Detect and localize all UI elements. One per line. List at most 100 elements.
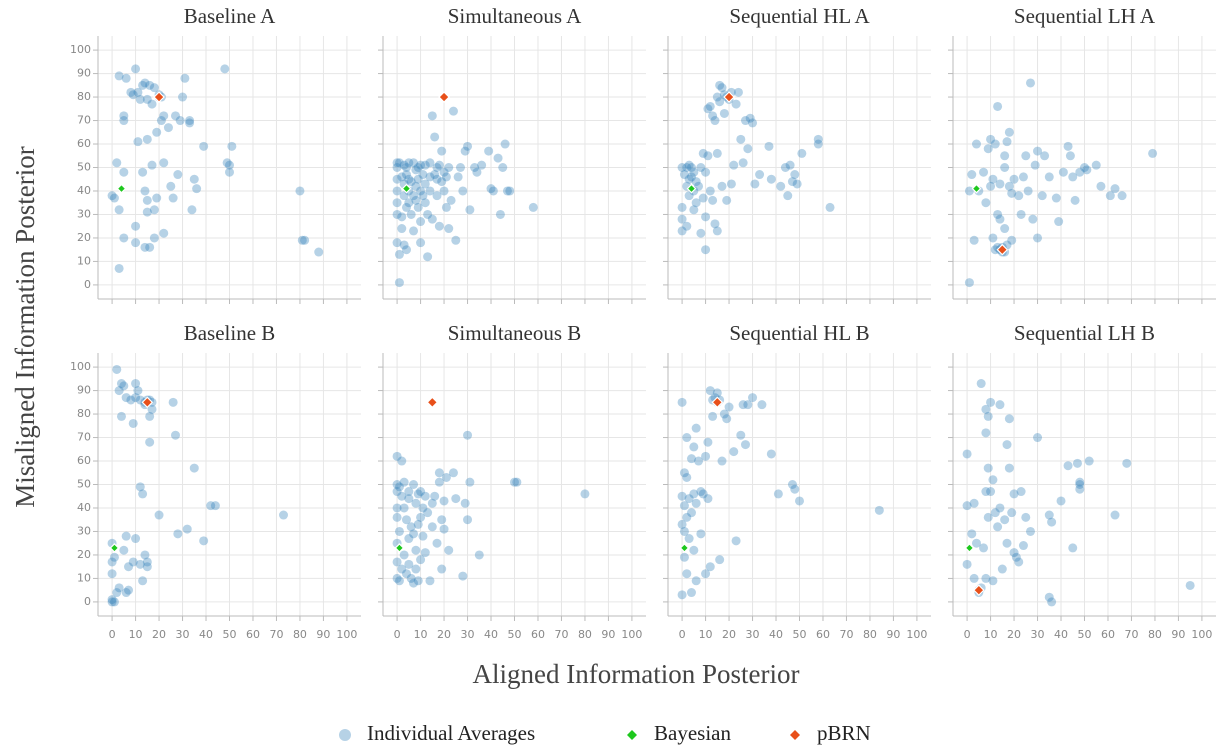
individual-point — [785, 160, 795, 170]
individual-point — [500, 139, 510, 149]
individual-point — [790, 170, 800, 180]
individual-point — [406, 522, 416, 532]
individual-point — [729, 447, 739, 457]
individual-point — [1096, 181, 1106, 191]
individual-point — [416, 555, 426, 565]
individual-point — [392, 238, 402, 248]
individual-point — [392, 198, 402, 208]
individual-point — [990, 245, 1000, 255]
x-tick-label: 20 — [722, 628, 736, 641]
x-tick-label: 20 — [437, 628, 451, 641]
individual-point — [416, 487, 426, 497]
individual-point — [149, 205, 159, 215]
individual-point — [722, 195, 732, 205]
model-point — [109, 543, 120, 553]
individual-point — [423, 508, 433, 518]
y-tick-label: 40 — [77, 501, 91, 514]
individual-point — [986, 397, 996, 407]
individual-point — [394, 526, 404, 536]
individual-point — [397, 212, 407, 222]
individual-point — [399, 240, 409, 250]
individual-point — [135, 482, 145, 492]
individual-point — [1007, 235, 1017, 245]
individual-point — [121, 393, 131, 403]
individual-point — [404, 534, 414, 544]
individual-point — [1033, 433, 1043, 443]
individual-point — [128, 418, 138, 428]
individual-point — [401, 163, 411, 172]
individual-point — [406, 573, 416, 583]
individual-point — [430, 491, 440, 501]
x-tick-label: 100 — [1191, 628, 1212, 641]
individual-point — [971, 139, 981, 149]
individual-point — [682, 569, 692, 579]
individual-point — [444, 224, 454, 234]
individual-point — [465, 477, 475, 487]
individual-point — [404, 158, 414, 168]
individual-point — [472, 167, 482, 177]
individual-point — [409, 529, 419, 539]
individual-point — [121, 531, 131, 541]
individual-point — [420, 548, 430, 558]
individual-point — [430, 132, 440, 142]
individual-point — [969, 573, 979, 583]
individual-point — [1117, 191, 1127, 201]
legend-label: Individual Averages — [367, 721, 535, 745]
individual-point — [145, 437, 155, 447]
individual-point — [397, 172, 407, 182]
individual-point — [797, 148, 807, 158]
individual-point — [406, 209, 416, 219]
individual-point — [458, 571, 468, 581]
x-tick-label: 70 — [1124, 628, 1138, 641]
individual-point — [1054, 217, 1064, 227]
individual-point — [401, 569, 411, 579]
individual-point — [392, 451, 402, 461]
individual-point — [745, 113, 755, 123]
individual-point — [736, 134, 746, 144]
individual-point — [1000, 515, 1010, 525]
individual-point — [986, 134, 996, 144]
legend-label: pBRN — [817, 721, 871, 745]
individual-point — [411, 564, 421, 574]
individual-point — [142, 94, 152, 104]
individual-point — [147, 99, 157, 109]
individual-point — [1000, 163, 1010, 172]
individual-point — [1068, 172, 1078, 182]
individual-point — [418, 503, 428, 513]
legend-marker — [627, 730, 637, 740]
individual-point — [783, 191, 793, 201]
individual-point — [705, 562, 715, 572]
individual-point — [1014, 557, 1024, 567]
individual-point — [131, 221, 141, 231]
individual-point — [995, 179, 1005, 189]
individual-point — [152, 127, 162, 137]
individual-point — [990, 139, 1000, 149]
individual-point — [1009, 174, 1019, 184]
individual-point — [413, 174, 423, 184]
individual-point — [126, 87, 136, 97]
individual-point — [220, 64, 230, 74]
individual-point — [1058, 167, 1068, 177]
individual-point — [1016, 209, 1026, 219]
individual-point — [425, 186, 435, 196]
individual-point — [1044, 172, 1054, 182]
y-tick-label: 50 — [77, 161, 91, 174]
individual-point — [156, 116, 166, 126]
individual-point — [689, 442, 699, 452]
individual-point — [434, 477, 444, 487]
individual-point — [392, 186, 402, 196]
individual-point — [300, 235, 310, 245]
individual-point — [705, 186, 715, 196]
individual-point — [175, 116, 185, 126]
individual-point — [703, 151, 713, 161]
individual-point — [394, 249, 404, 259]
individual-point — [427, 214, 437, 224]
individual-point — [750, 179, 760, 189]
individual-point — [439, 167, 449, 177]
individual-point — [698, 193, 708, 203]
individual-point — [682, 472, 692, 482]
individual-point — [964, 278, 974, 288]
individual-point — [701, 212, 711, 222]
individual-point — [510, 477, 519, 487]
individual-point — [401, 245, 411, 255]
